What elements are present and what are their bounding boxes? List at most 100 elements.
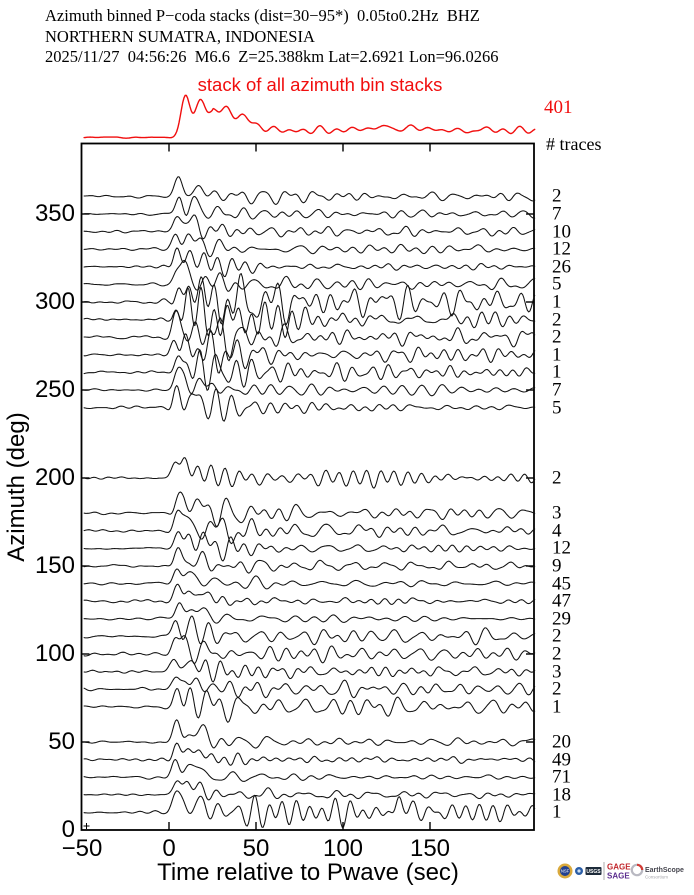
y-tick-label: 300 (34, 288, 75, 315)
seismic-trace-az30 (83, 758, 536, 782)
seismic-trace-az20 (83, 780, 536, 801)
trace-count-az280: 2 (552, 326, 562, 348)
seismic-trace-az90 (83, 658, 536, 683)
trace-count-az300: 1 (552, 291, 562, 313)
seismic-trace-az10 (83, 790, 536, 828)
trace-count-az20: 18 (552, 784, 571, 806)
trace-count-az90: 3 (552, 661, 562, 683)
trace-count-az360: 2 (552, 185, 562, 207)
x-tick-label: 150 (409, 835, 451, 862)
gage-sage-logo: GAGE SAGE (607, 863, 631, 881)
trace-count-az310: 5 (552, 273, 562, 295)
trace-count-az260: 1 (552, 361, 562, 383)
seismic-trace-az270 (83, 330, 536, 374)
seismic-trace-az320 (83, 247, 536, 278)
seismic-trace-az150 (83, 547, 536, 574)
trace-count-az340: 10 (552, 221, 571, 243)
trace-count-az140: 45 (552, 573, 571, 595)
trace-count-az30: 71 (552, 766, 571, 788)
x-tick-label: −50 (61, 835, 103, 862)
gage-logo-text: GAGE (607, 863, 631, 872)
header-title-line2: NORTHERN SUMATRA, INDONESIA (45, 26, 315, 46)
trace-count-az100: 2 (552, 643, 562, 665)
seismic-trace-az130 (83, 583, 536, 606)
seismic-trace-az200 (83, 457, 536, 489)
seismic-trace-az340 (83, 214, 536, 240)
y-tick-label: 250 (34, 376, 75, 403)
seismic-trace-az360 (83, 176, 536, 205)
usgs-logo: USGS (585, 867, 602, 875)
nsf-logo-text: NSF (561, 869, 570, 874)
y-tick-label: 0 (61, 816, 75, 843)
trace-count-az80: 2 (552, 678, 562, 700)
x-tick-label: 0 (162, 835, 176, 862)
trace-count-az320: 26 (552, 256, 571, 278)
seismic-trace-az110 (83, 615, 536, 646)
trace-count-az270: 1 (552, 344, 562, 366)
trace-count-az10: 1 (552, 801, 562, 823)
plot-header: Azimuth binned P−coda stacks (dist=30−95… (45, 6, 499, 68)
trace-count-az170: 4 (552, 520, 562, 542)
seismic-trace-az40 (83, 742, 536, 766)
footer-logos: NSF USGS GAGE SAGE EarthScope Consortium (557, 862, 684, 881)
seismic-trace-az170 (83, 509, 536, 545)
earthscope-logo-text: EarthScope (645, 867, 684, 874)
seismic-trace-az290 (83, 286, 536, 339)
sage-logo-text: SAGE (607, 872, 630, 881)
trace-count-az350: 7 (552, 203, 562, 225)
trace-count-az120: 29 (552, 608, 571, 630)
trace-count-az200: 2 (552, 467, 562, 489)
usgs-logo-text: USGS (586, 869, 601, 875)
nsf-logo-globe (560, 866, 570, 876)
y-tick-label: 100 (34, 640, 75, 667)
x-tick-label: 100 (322, 835, 364, 862)
y-tick-label: 150 (34, 552, 75, 579)
seismic-trace-az310 (83, 259, 536, 292)
y-tick-label: 50 (48, 728, 75, 755)
y-tick-label: 200 (34, 464, 75, 491)
trace-count-az150: 9 (552, 555, 562, 577)
trace-count-az330: 12 (552, 238, 571, 260)
header-title-line1: Azimuth binned P−coda stacks (dist=30−95… (45, 6, 480, 25)
earthscope-logo: EarthScope Consortium (630, 863, 684, 880)
stack-total-count: 401 (544, 97, 573, 118)
trace-count-az130: 47 (552, 590, 571, 612)
seismic-trace-az50 (83, 719, 536, 749)
earthscope-logo-arc (636, 863, 644, 871)
seismic-trace-az160 (83, 531, 536, 562)
header-title-line3: 2025/11/27 04:56:26 M6.6 Z=25.388km Lat=… (45, 47, 499, 66)
earthscope-consortium-text: Consortium (645, 875, 668, 880)
seismic-trace-az350 (83, 195, 536, 220)
trace-count-az110: 2 (552, 625, 562, 647)
seismic-trace-az250 (83, 366, 536, 397)
x-axis-title: Time relative to Pwave (sec) (157, 859, 459, 886)
trace-count-az290: 2 (552, 309, 562, 331)
seismic-trace-az80 (83, 676, 536, 699)
nasa-blue-logo-center (577, 869, 581, 873)
nsf-logo: NSF (557, 863, 573, 879)
x-tick-label: 50 (242, 835, 270, 862)
trace-count-az240: 5 (552, 397, 562, 419)
trace-count-az250: 7 (552, 379, 562, 401)
seismic-trace-az100 (83, 635, 536, 664)
trace-count-az50: 20 (552, 731, 571, 753)
seismic-trace-az280 (83, 310, 536, 362)
seismic-trace-az240 (83, 385, 536, 422)
seismic-trace-az70 (83, 687, 536, 723)
origin-cross (83, 823, 90, 829)
trace-count-az70: 1 (552, 696, 562, 718)
trace-count-az40: 49 (552, 749, 571, 771)
trace-count-column-heading: # traces (546, 134, 602, 154)
seismic-trace-az180 (83, 491, 536, 528)
seismic-trace-az120 (83, 602, 536, 624)
trace-count-az160: 12 (552, 537, 571, 559)
y-tick-label: 350 (34, 200, 75, 227)
seismic-trace-az300 (83, 273, 536, 326)
usgs-logo-badge (585, 867, 602, 875)
seismic-trace-az260 (83, 349, 536, 391)
seismic-trace-az330 (83, 233, 536, 258)
plot-frame (80, 142, 535, 831)
stack-trace-label: stack of all azimuth bin stacks (197, 74, 443, 95)
